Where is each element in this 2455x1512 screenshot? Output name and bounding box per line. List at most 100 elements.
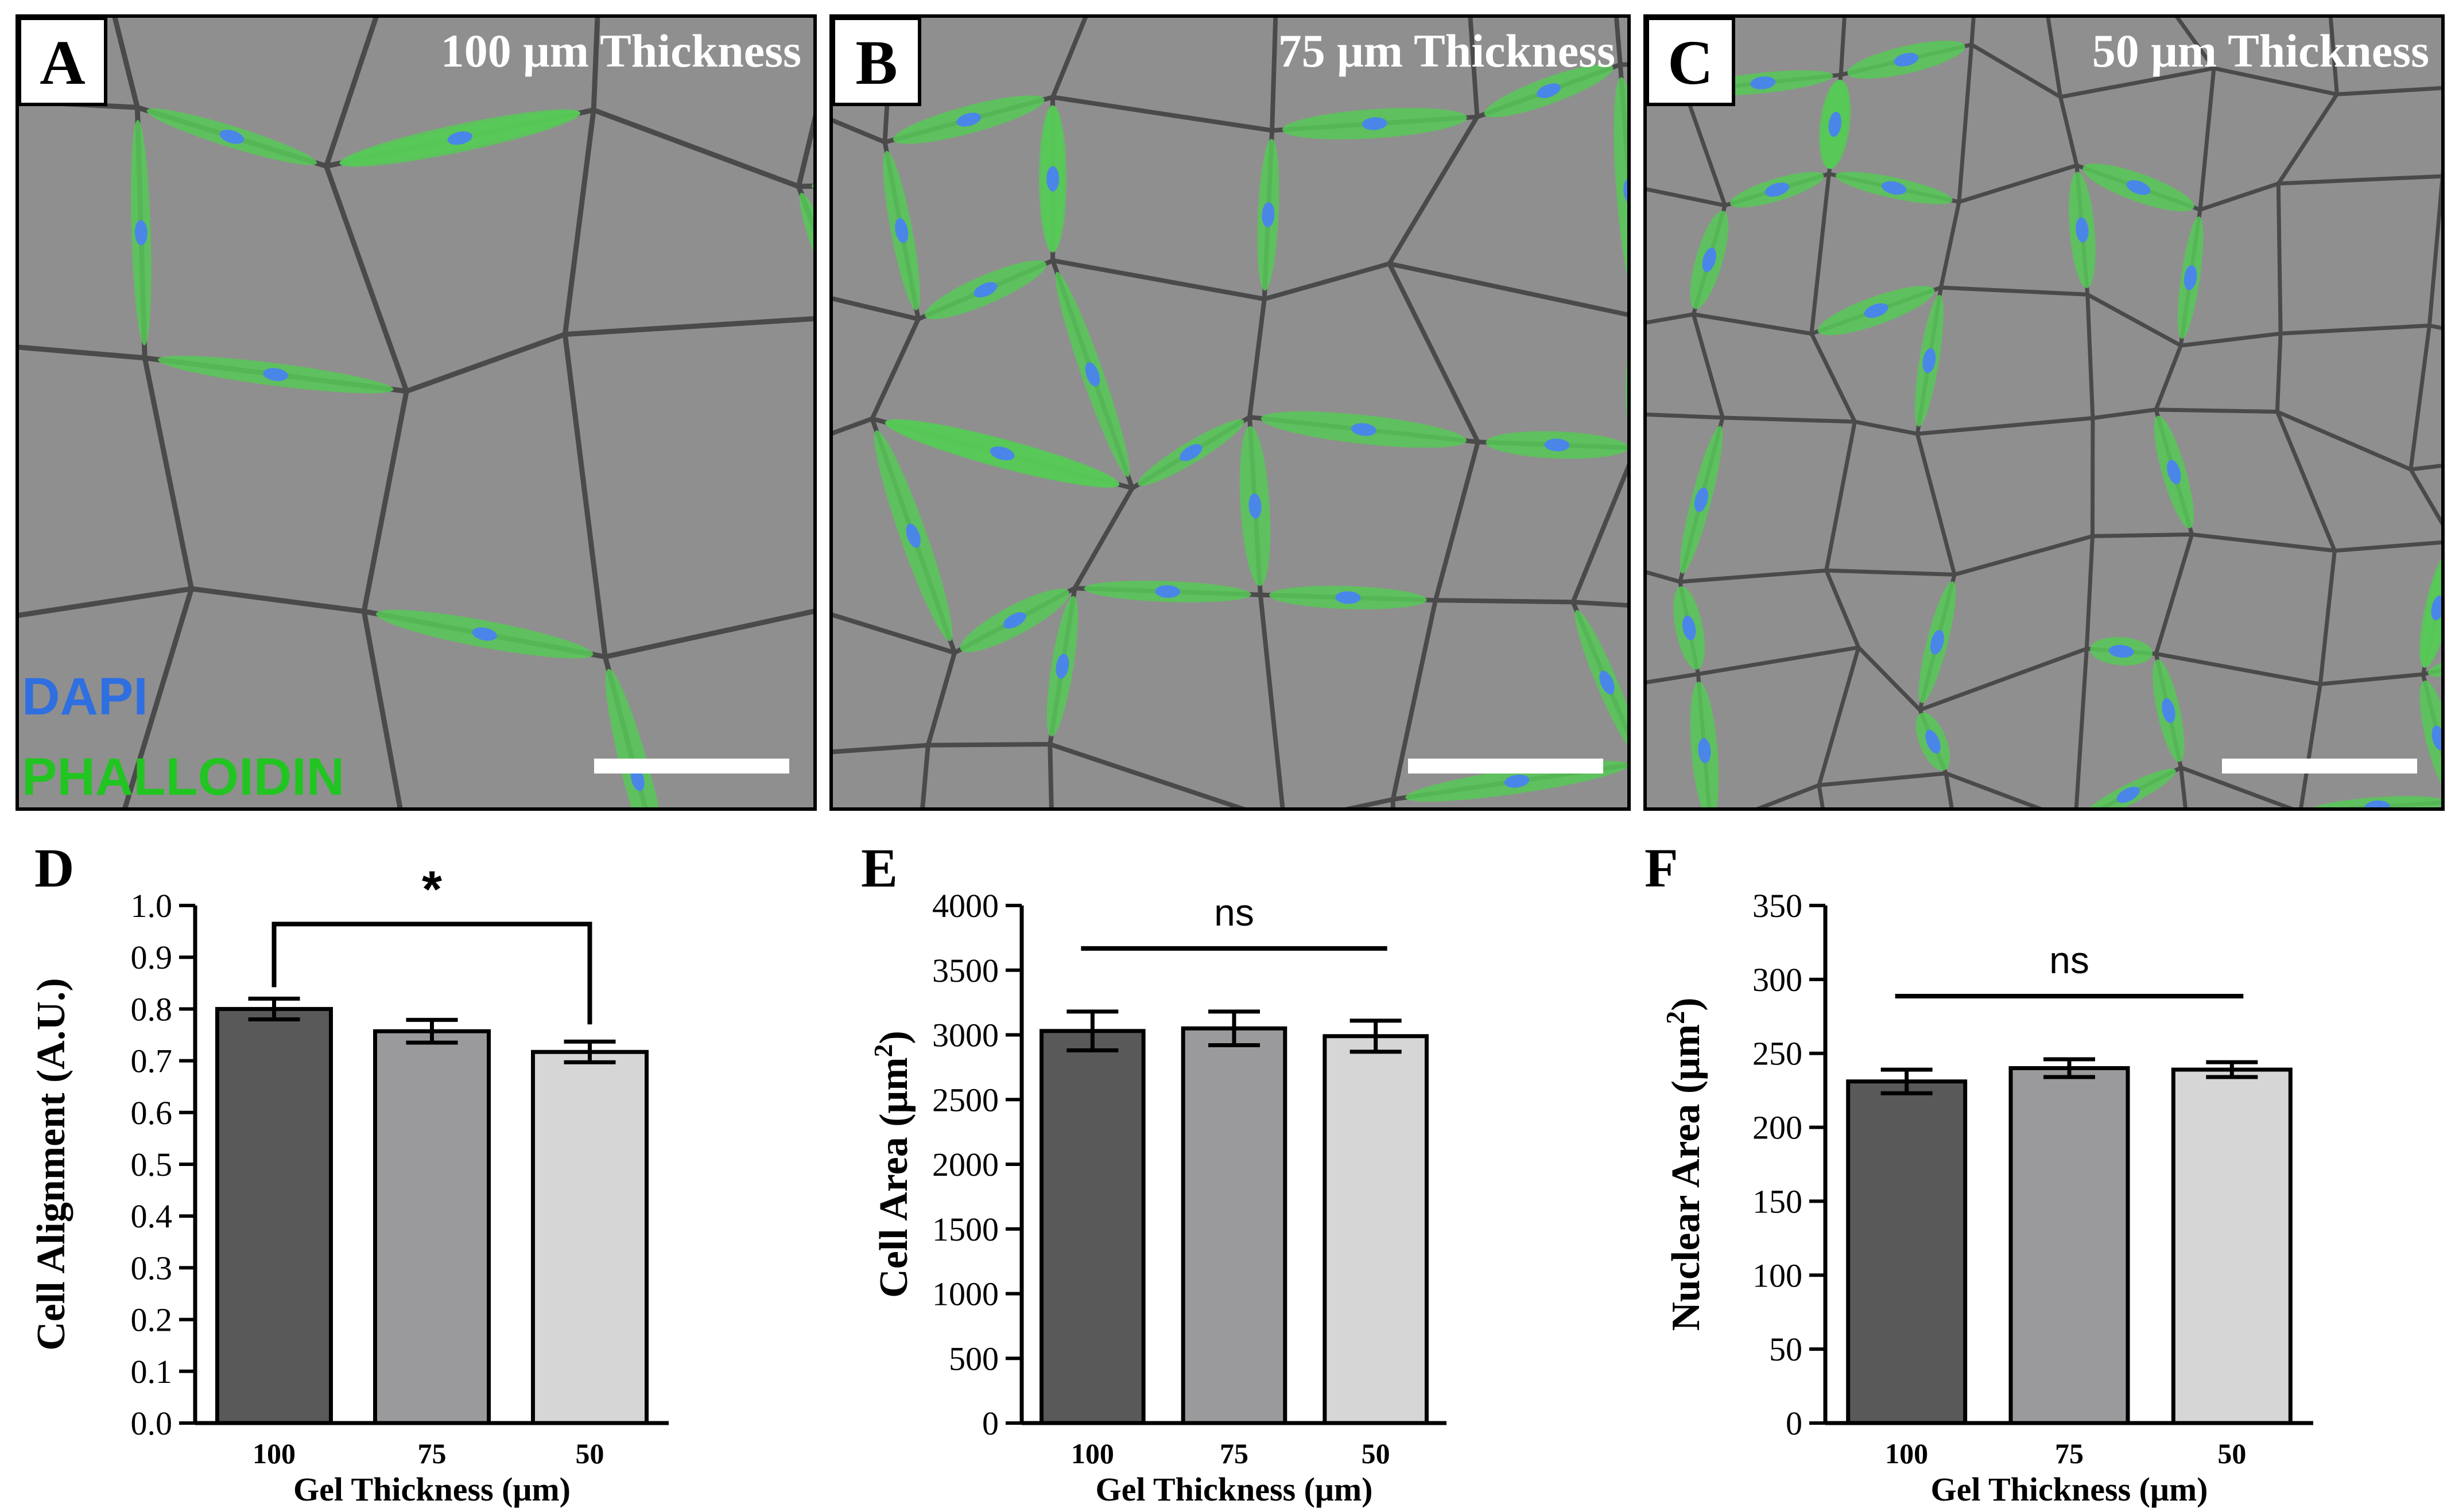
stain-legend-label: DAPI — [22, 667, 148, 726]
network-edge — [2409, 467, 2443, 529]
significance-bracket — [272, 922, 592, 1025]
network-edge — [870, 317, 921, 421]
cell-nucleus — [1623, 178, 1629, 204]
y-axis-label-text: Cell Area (μm — [872, 1057, 916, 1297]
y-tick-label: 350 — [1752, 887, 1802, 924]
network-edge — [670, 872, 887, 901]
network-edge — [2318, 672, 2425, 686]
network-edge — [831, 296, 921, 322]
network-edge — [2154, 407, 2279, 414]
cell-nucleus — [1894, 53, 1919, 67]
cell-nucleus — [219, 130, 245, 144]
network-edge — [1957, 163, 2079, 204]
y-tick-label: 100 — [1752, 1257, 1802, 1294]
y-axis-label-superscript: 2 — [1661, 1011, 1690, 1024]
network-edge — [796, 107, 815, 189]
x-axis-label: Gel Thickness (μm) — [1931, 1471, 2208, 1508]
network-edge — [1918, 647, 2089, 712]
network-edge — [2450, 54, 2455, 88]
network-edge — [1840, 897, 1967, 917]
network-edge — [1072, 485, 1135, 591]
cell-nucleus — [447, 131, 472, 145]
network-edge — [1387, 261, 1629, 317]
chart-row: D 0.0 0.1 0.2 0.3 0.4 0.5 0.6 0.7 0.8 0.9 1.0 Cell A… — [29, 837, 2313, 1508]
cell-nucleus — [1544, 438, 1570, 452]
cell-nucleus — [2108, 644, 2134, 658]
network-edge — [1839, 16, 1847, 77]
network-edge — [1599, 822, 1711, 827]
network-edge — [591, 107, 801, 189]
network-edge — [1938, 200, 1961, 290]
panel-letter: D — [34, 837, 74, 899]
network-edge — [2179, 765, 2188, 809]
cell-nucleus — [1682, 615, 1696, 640]
network-edge — [2058, 822, 2075, 924]
cell-body — [799, 193, 815, 310]
bar-75 — [373, 1029, 491, 1425]
bar-75 — [1181, 1026, 1287, 1425]
network-edge — [1050, 16, 1089, 100]
network-edge — [1852, 419, 1919, 436]
network-edge — [2332, 540, 2443, 553]
y-tick-label: 2500 — [932, 1081, 999, 1118]
network-edge — [111, 16, 140, 110]
network-edge — [1050, 258, 1267, 302]
y-tick-label: 4000 — [932, 887, 999, 924]
network-edge — [1636, 317, 1639, 448]
network-edge — [1599, 908, 1718, 949]
cell-body — [2412, 807, 2443, 809]
network-edge — [1258, 592, 1285, 809]
network-edge — [1433, 440, 1480, 603]
network-edge — [1048, 741, 1054, 809]
x-tick-label: 100 — [1885, 1437, 1928, 1470]
network-edge — [1824, 568, 1957, 577]
network-edge — [2328, 16, 2339, 96]
cell-nucleus — [1056, 654, 1069, 679]
network-edge — [2278, 323, 2431, 336]
network-edge — [2046, 16, 2063, 99]
cell-nucleus — [1504, 775, 1530, 788]
micrograph-content — [1599, 16, 2455, 949]
cell-nucleus — [1864, 303, 1888, 318]
panel-thickness-label: 100 μm Thickness — [441, 25, 801, 77]
y-axis-label-text: Nuclear Area (μm — [1664, 1024, 1708, 1331]
panel-letter: C — [1667, 28, 1713, 98]
cell-nucleus — [1248, 493, 1262, 519]
cell-nucleus — [1882, 181, 1907, 195]
cell-nucleus — [1694, 487, 1708, 512]
network-edge — [1809, 172, 1831, 336]
network-edge — [1915, 416, 2095, 436]
x-axis-label: Gel Thickness (μm) — [1096, 1471, 1373, 1508]
cell-nucleus — [765, 878, 792, 894]
bar-50 — [2171, 1067, 2293, 1425]
y-tick-label: 0.9 — [131, 939, 173, 976]
network-edge — [831, 743, 930, 755]
y-tick-label: 0.3 — [131, 1249, 173, 1286]
network-edge — [323, 16, 379, 169]
network-edge — [1824, 568, 1861, 650]
network-edge — [1048, 741, 1251, 809]
network-edge — [1720, 415, 1857, 424]
cell-nucleus — [765, 878, 792, 894]
cell-nucleus — [1537, 83, 1561, 98]
network-edge — [1614, 16, 1623, 67]
network-edge — [1809, 332, 1857, 424]
x-tick-label: 50 — [2217, 1437, 2246, 1470]
cell-nucleus — [472, 627, 497, 641]
network-edge — [122, 586, 195, 809]
network-edge — [1944, 771, 1954, 809]
x-axis-label: Gel Thickness (μm) — [293, 1471, 571, 1508]
network-edge — [1433, 598, 1576, 605]
stain-legend: DAPI PHALLOIDIN — [22, 667, 344, 806]
network-edge — [1678, 568, 1829, 584]
network-edge — [591, 16, 600, 113]
bar-50 — [531, 1050, 649, 1425]
network-edge — [2198, 181, 2281, 212]
network-edge — [1817, 771, 1948, 787]
network-edge — [1957, 42, 1974, 204]
network-edge — [189, 586, 367, 614]
network-edge — [1390, 797, 1395, 809]
cell-nucleus — [1599, 670, 1615, 695]
y-tick-label: 300 — [1752, 961, 1802, 998]
